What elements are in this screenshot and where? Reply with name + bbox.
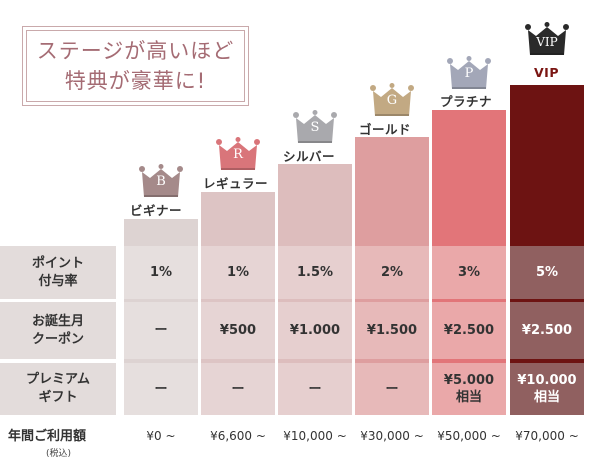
row-label-line-1: お誕生月 — [31, 313, 84, 329]
crown-icon: P — [446, 56, 492, 90]
stage-letter: VIP — [536, 35, 558, 49]
benefit-value: ¥2.500 — [443, 323, 495, 338]
crown-icon: G — [369, 83, 415, 117]
benefit-value: 3% — [457, 265, 481, 280]
benefit-cell: ¥1.000 — [278, 302, 352, 359]
stage-name: プラチナ — [440, 94, 493, 109]
benefit-cell: ¥5.000 相当 — [432, 363, 506, 415]
stage-letter: G — [386, 93, 398, 108]
benefit-value: ー — [231, 381, 245, 397]
stage-name: VIP — [534, 65, 559, 80]
benefit-value: ¥2.500 — [521, 323, 573, 338]
benefit-value: ¥1.000 — [289, 323, 341, 338]
stage-name: シルバー — [283, 149, 336, 164]
benefit-value: 1% — [226, 265, 250, 280]
stage-letter: R — [233, 147, 243, 162]
stage-letter: P — [464, 66, 474, 81]
benefit-value: 2% — [380, 265, 404, 280]
stage-name: ビギナー — [130, 203, 183, 218]
headline-line-1: ステージが高いほど — [36, 39, 235, 63]
row-label: お誕生月 クーポン — [0, 302, 116, 359]
benefit-value: ¥5.000 — [443, 373, 495, 388]
benefit-cell: ー — [278, 363, 352, 415]
benefit-cell: 2% — [355, 246, 429, 299]
annual-fee-label: 年間ご利用額 — [8, 429, 87, 444]
benefit-cell: ー — [124, 363, 198, 415]
benefit-cell: ¥2.500 — [432, 302, 506, 359]
benefit-value: ー — [308, 381, 322, 397]
benefit-cell: 1% — [201, 246, 275, 299]
benefit-value-note: 相当 — [533, 390, 560, 405]
stage-letter: B — [156, 174, 166, 189]
benefit-value: ¥1.500 — [366, 323, 418, 338]
benefit-cell: ¥1.500 — [355, 302, 429, 359]
annual-fee-value: ¥50,000 ~ — [437, 429, 501, 443]
benefit-value: ー — [385, 381, 399, 397]
annual-fee-value: ¥70,000 ~ — [515, 429, 579, 443]
benefit-value: ¥500 — [219, 323, 257, 338]
benefit-value: ー — [154, 381, 168, 397]
row-label: ポイント 付与率 — [0, 246, 116, 299]
benefit-cell: ¥10.000 相当 — [510, 363, 584, 415]
headline-box: ステージが高いほど 特典が豪華に! — [22, 26, 249, 106]
headline-line-2: 特典が豪華に! — [64, 69, 207, 93]
stage-bar-g — [355, 137, 429, 415]
annual-fee-tax-note: (税込) — [46, 449, 72, 459]
annual-fee-value: ¥10,000 ~ — [283, 429, 347, 443]
stage-bar-r — [201, 192, 275, 415]
stage-name: ゴールド — [359, 122, 412, 137]
annual-fee-value: ¥30,000 ~ — [360, 429, 424, 443]
benefit-cell: ー — [355, 363, 429, 415]
benefit-value: ¥10.000 — [517, 373, 577, 388]
stage-name: レギュラー — [203, 176, 269, 191]
crown-icon: VIP — [524, 22, 570, 56]
benefit-cell: 1.5% — [278, 246, 352, 299]
crown-icon: B — [138, 164, 184, 198]
row-label: プレミアム ギフト — [0, 363, 116, 415]
row-label-line-2: 付与率 — [38, 273, 78, 289]
row-label-line-1: ポイント — [31, 255, 84, 271]
benefit-value: 1.5% — [296, 265, 334, 280]
benefit-value-note: 相当 — [455, 390, 482, 405]
row-label-line-1: プレミアム — [25, 372, 91, 387]
stage-bar-s — [278, 164, 352, 415]
benefit-cell: 5% — [510, 246, 584, 299]
annual-fee-value: ¥6,600 ~ — [210, 429, 266, 443]
benefit-cell: 1% — [124, 246, 198, 299]
benefit-cell: 3% — [432, 246, 506, 299]
benefit-value: ー — [154, 323, 168, 338]
row-label-line-2: ギフト — [38, 390, 78, 405]
benefit-value: 5% — [535, 265, 559, 280]
row-label-line-2: クーポン — [31, 331, 84, 347]
crown-icon: S — [292, 110, 338, 144]
annual-fee-value: ¥0 ~ — [146, 429, 176, 443]
benefit-cell: ー — [124, 302, 198, 359]
benefit-value: 1% — [149, 265, 173, 280]
stage-letter: S — [310, 120, 320, 135]
benefit-cell: ー — [201, 363, 275, 415]
benefit-cell: ¥500 — [201, 302, 275, 359]
stage-bar-b — [124, 219, 198, 415]
benefit-cell: ¥2.500 — [510, 302, 584, 359]
crown-icon: R — [215, 137, 261, 171]
